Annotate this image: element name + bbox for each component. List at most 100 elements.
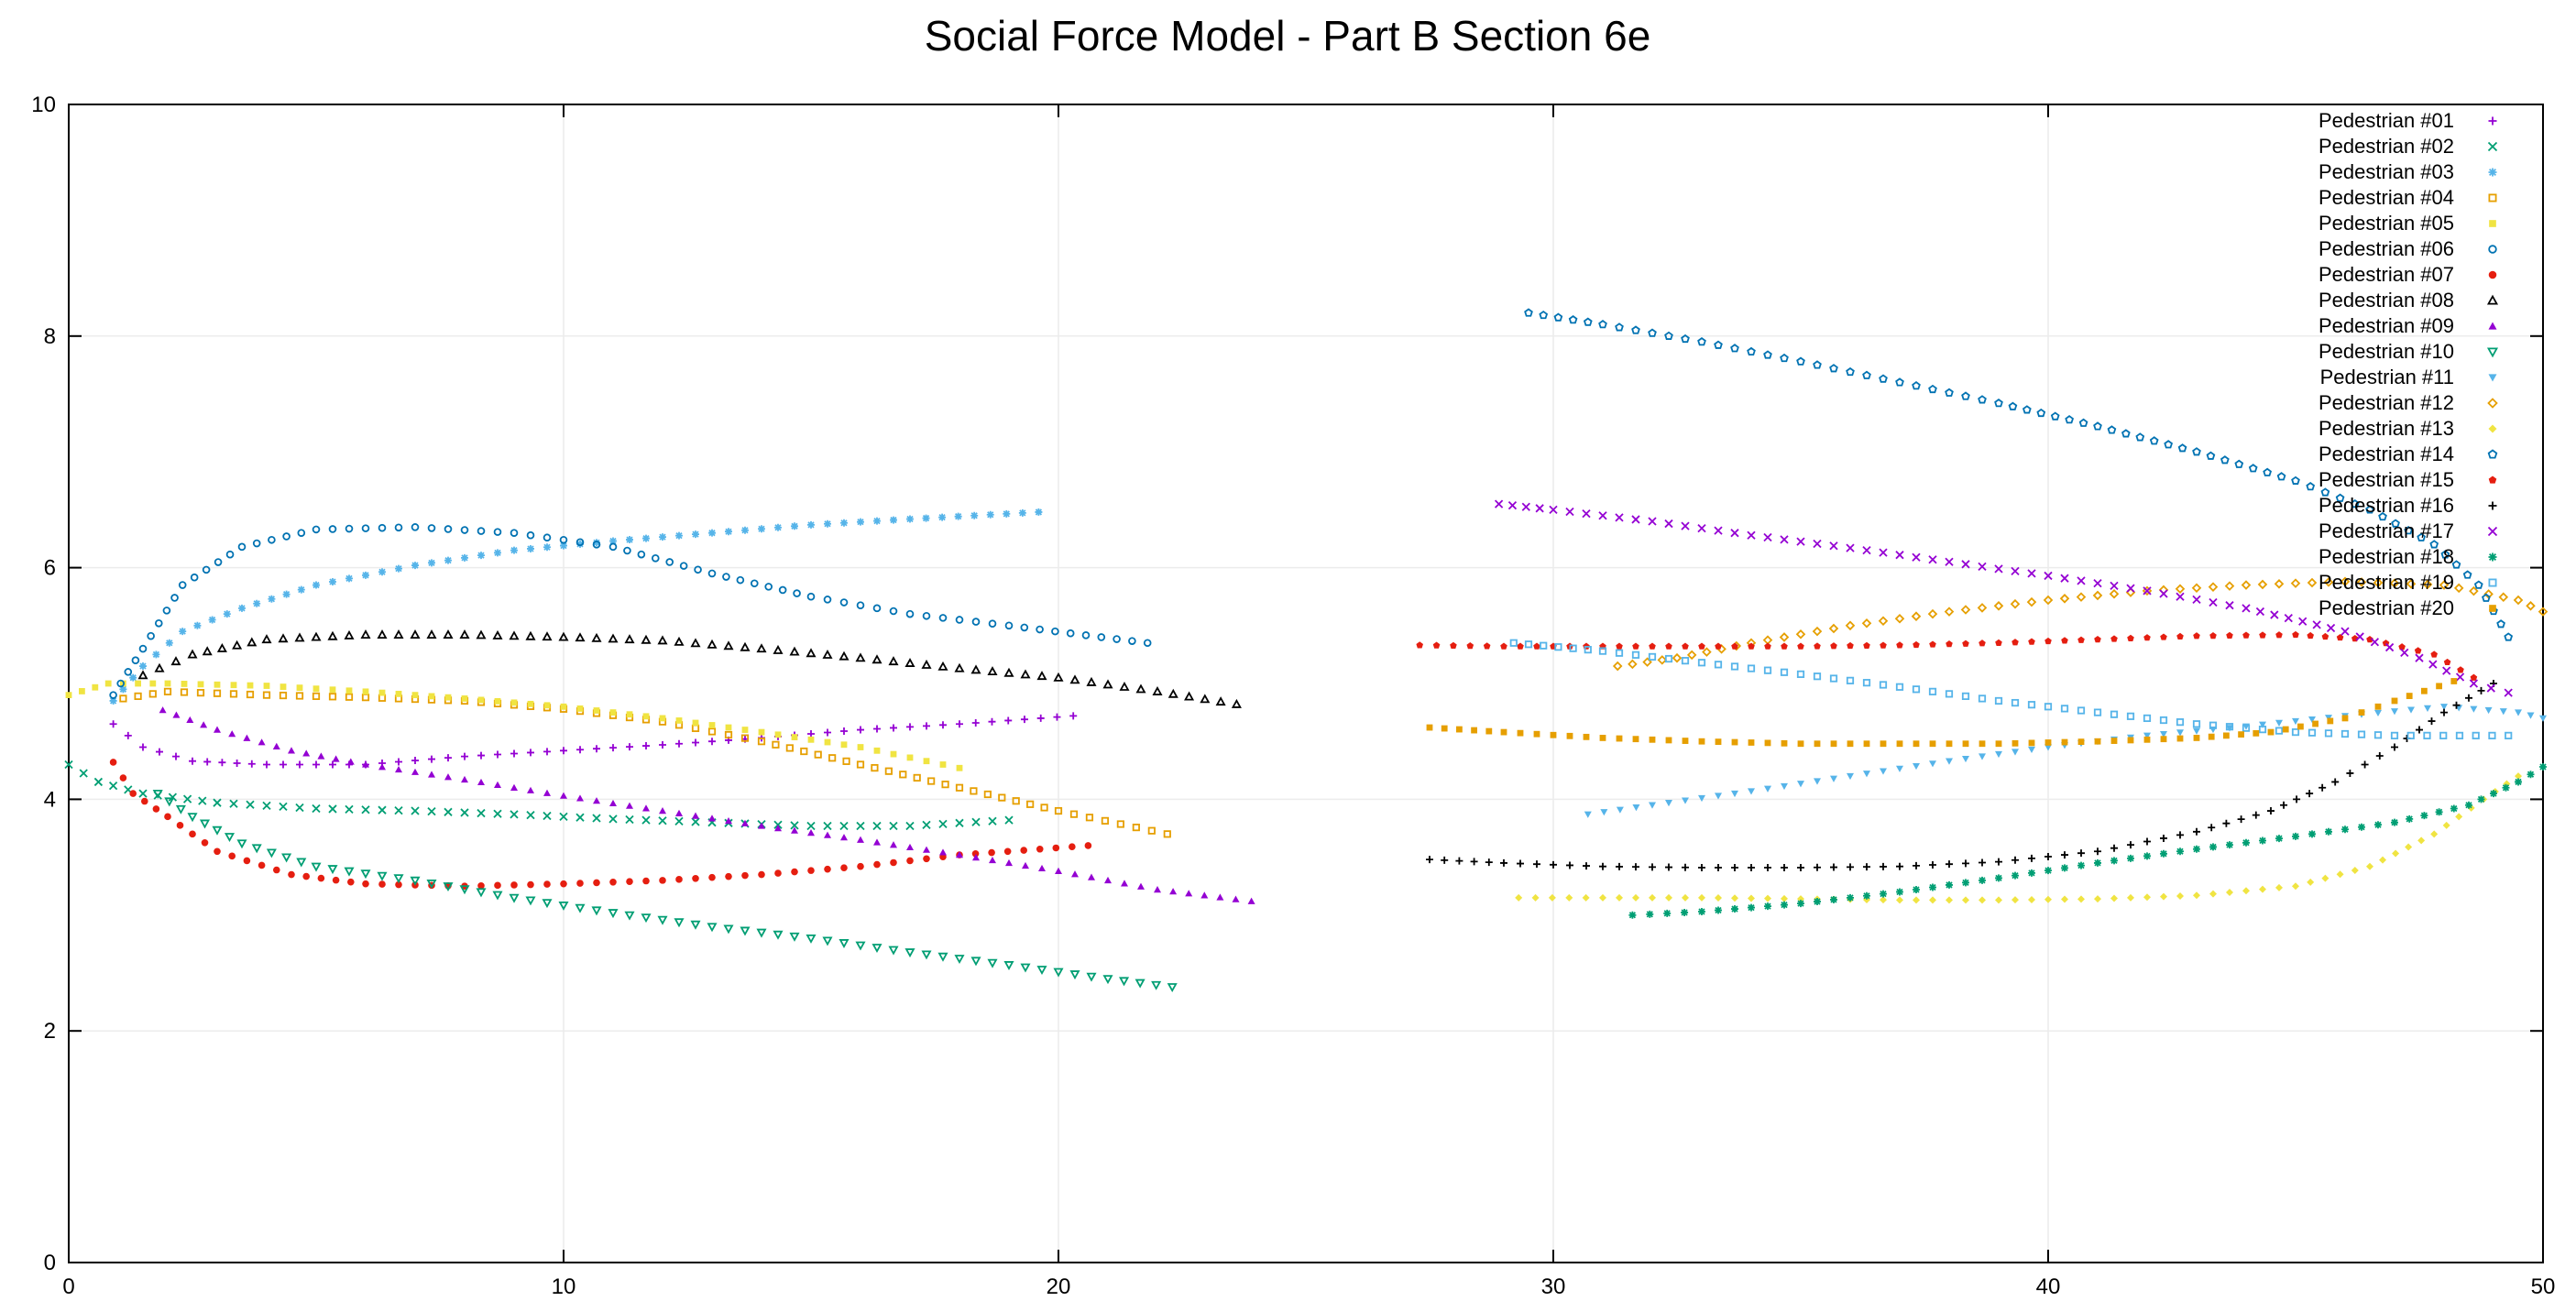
- data-point: [2292, 717, 2299, 726]
- data-point: [1471, 727, 1477, 734]
- data-point: [956, 720, 963, 728]
- data-point: [1781, 642, 1788, 650]
- data-point: [1962, 896, 1969, 904]
- data-point: [2417, 836, 2426, 845]
- data-point: [791, 826, 798, 834]
- data-point: [773, 930, 784, 940]
- data-point: [1566, 732, 1573, 739]
- data-point: [1584, 811, 1592, 818]
- data-point: [708, 738, 716, 746]
- data-point: [526, 811, 535, 820]
- legend-marker: [2488, 168, 2497, 177]
- data-point: [1962, 859, 1969, 868]
- data-point: [2094, 635, 2101, 643]
- data-point: [840, 741, 848, 749]
- data-point: [1642, 657, 1652, 667]
- data-point: [542, 631, 553, 641]
- data-point: [2384, 642, 2395, 652]
- data-point: [1649, 736, 1656, 743]
- data-point: [362, 880, 369, 888]
- data-point: [1598, 647, 1607, 655]
- series-pedestrian-03: [109, 508, 1043, 705]
- data-point: [2193, 891, 2200, 900]
- data-point: [576, 746, 584, 754]
- data-point: [1036, 671, 1047, 681]
- data-point: [651, 554, 660, 563]
- data-point: [1600, 809, 1608, 816]
- data-point: [971, 817, 981, 826]
- data-point: [2044, 571, 2053, 581]
- data-point: [2193, 845, 2200, 853]
- data-point: [2417, 532, 2427, 541]
- data-point: [1200, 694, 1211, 704]
- data-point: [2406, 731, 2415, 739]
- data-point: [543, 748, 551, 756]
- data-point: [1003, 961, 1014, 971]
- data-point: [1483, 642, 1491, 650]
- data-point: [2143, 714, 2152, 723]
- data-point: [2462, 570, 2472, 579]
- data-point: [2515, 778, 2522, 786]
- data-point: [510, 783, 518, 791]
- data-point: [2043, 595, 2054, 606]
- data-point: [800, 747, 808, 756]
- data-point: [2357, 730, 2366, 738]
- x-tick-label: 40: [2036, 1274, 2061, 1299]
- data-point: [311, 862, 322, 872]
- data-point: [2484, 706, 2493, 715]
- data-point: [2044, 637, 2052, 645]
- series-pedestrian-02: [64, 760, 1014, 831]
- data-point: [2331, 778, 2340, 786]
- data-point: [1052, 844, 1060, 852]
- data-point: [906, 515, 914, 523]
- data-point: [938, 819, 948, 829]
- data-point: [2297, 723, 2304, 730]
- data-point: [2176, 592, 2185, 601]
- data-point: [2241, 580, 2252, 590]
- y-tick-label: 0: [44, 1251, 56, 1275]
- data-point: [509, 893, 520, 903]
- data-point: [263, 683, 270, 689]
- data-point: [1764, 642, 1771, 650]
- data-point: [708, 815, 716, 822]
- data-point: [1035, 508, 1043, 516]
- data-point: [2391, 697, 2398, 705]
- data-point: [937, 661, 948, 671]
- legend-label: Pedestrian #05: [2318, 212, 2454, 235]
- data-point: [1020, 963, 1031, 973]
- data-point: [346, 758, 355, 765]
- data-point: [2077, 706, 2086, 715]
- data-point: [1814, 740, 1821, 748]
- data-point: [1632, 893, 1639, 902]
- data-point: [2496, 619, 2505, 629]
- data-point: [1813, 360, 1822, 369]
- data-point: [1036, 625, 1044, 634]
- data-point: [1797, 642, 1804, 650]
- data-point: [609, 799, 617, 807]
- data-point: [692, 874, 699, 882]
- data-point: [1748, 863, 1755, 871]
- data-point: [526, 530, 535, 540]
- data-point: [1715, 863, 1722, 871]
- data-point: [2436, 683, 2442, 690]
- data-point: [1961, 391, 1970, 400]
- data-point: [575, 813, 585, 822]
- data-point: [281, 853, 292, 863]
- data-point: [1632, 642, 1639, 650]
- data-point: [1069, 810, 1079, 818]
- data-point: [135, 680, 141, 687]
- data-point: [807, 729, 815, 738]
- data-point: [609, 744, 617, 752]
- data-point: [641, 634, 652, 644]
- data-point: [224, 833, 236, 843]
- data-point: [258, 861, 266, 869]
- data-point: [1657, 655, 1668, 665]
- data-point: [1517, 729, 1524, 737]
- data-point: [822, 936, 833, 946]
- data-point: [740, 641, 751, 651]
- data-point: [2429, 540, 2439, 549]
- data-point: [828, 754, 837, 762]
- series-pedestrian-16: [1426, 680, 2497, 871]
- data-point: [824, 831, 831, 838]
- data-point: [1879, 548, 1888, 557]
